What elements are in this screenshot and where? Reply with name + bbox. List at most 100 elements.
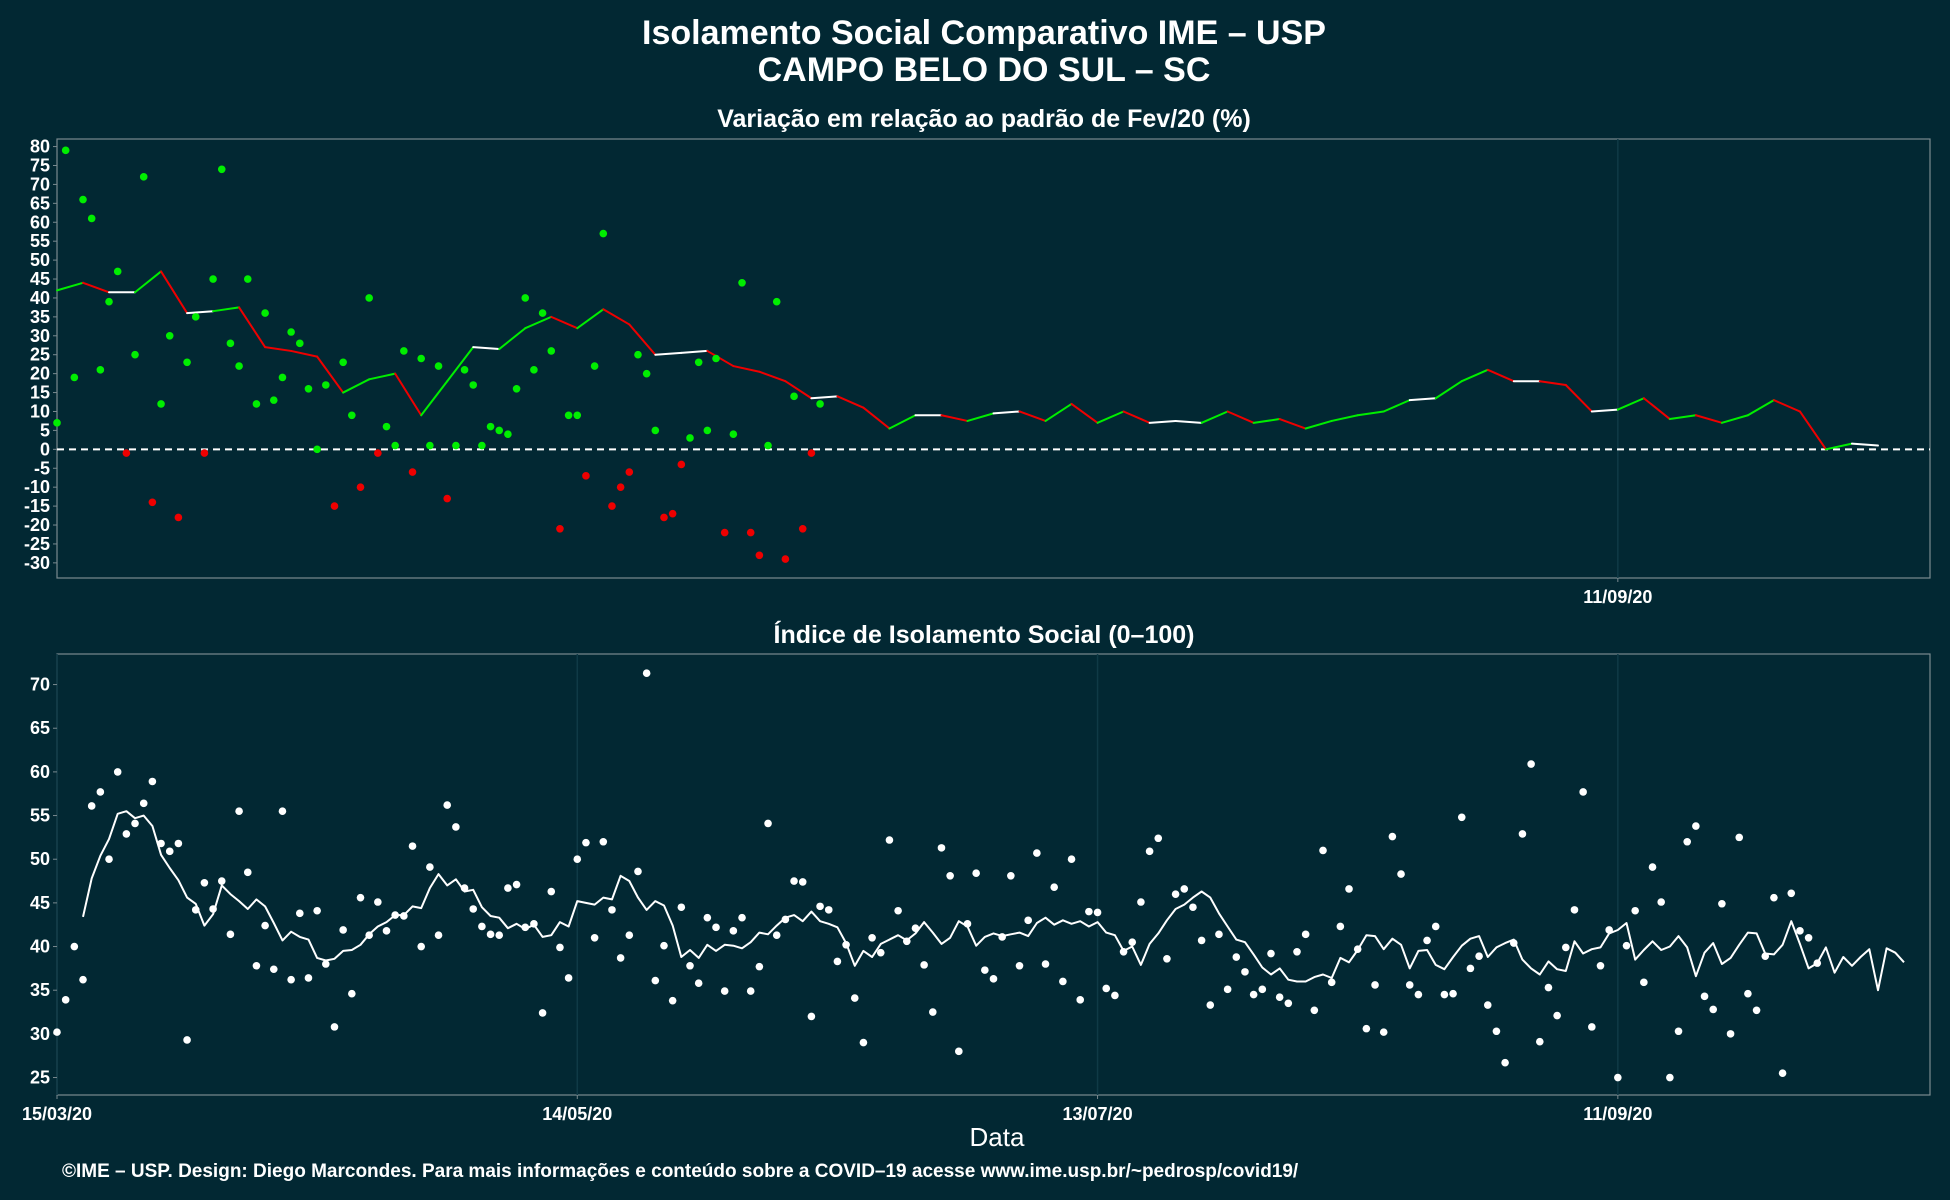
plot-area bbox=[56, 653, 1931, 1096]
rolling-mean-segment bbox=[1824, 442, 1853, 451]
rolling-mean-segment bbox=[940, 414, 969, 422]
data-point bbox=[1770, 893, 1778, 902]
rolling-mean-segment bbox=[264, 346, 293, 352]
y-tick-label: 40 bbox=[30, 288, 50, 308]
data-point bbox=[599, 837, 608, 846]
data-point bbox=[278, 373, 287, 382]
data-point bbox=[365, 294, 373, 302]
data-point bbox=[460, 884, 469, 892]
data-point bbox=[634, 350, 642, 359]
data-point bbox=[443, 801, 452, 809]
data-point bbox=[764, 819, 772, 828]
data-point bbox=[452, 823, 460, 831]
data-point bbox=[217, 877, 226, 885]
data-point bbox=[417, 354, 425, 363]
data-point bbox=[642, 669, 651, 678]
data-point bbox=[478, 441, 486, 450]
data-point bbox=[304, 974, 313, 982]
data-point bbox=[859, 1038, 868, 1047]
rolling-mean-segment bbox=[1538, 380, 1567, 386]
rolling-mean-segment bbox=[1590, 408, 1619, 413]
data-point bbox=[651, 426, 660, 435]
rolling-mean-segment bbox=[732, 365, 761, 373]
data-point bbox=[1336, 922, 1345, 931]
data-point bbox=[1752, 1006, 1761, 1015]
data-point bbox=[746, 528, 755, 537]
data-point bbox=[729, 927, 738, 935]
y-tick-label: 10 bbox=[30, 401, 50, 421]
data-point bbox=[157, 839, 165, 848]
data-point bbox=[955, 1047, 963, 1056]
rolling-mean-segment bbox=[1018, 410, 1047, 422]
data-point bbox=[790, 877, 798, 885]
data-point bbox=[374, 449, 382, 457]
data-point bbox=[269, 965, 278, 974]
data-point bbox=[426, 441, 434, 450]
rolling-mean-segment bbox=[1252, 418, 1281, 424]
data-point bbox=[686, 434, 694, 442]
data-point bbox=[755, 551, 764, 560]
data-point bbox=[295, 339, 304, 348]
rolling-mean-segment bbox=[1122, 410, 1151, 424]
data-point bbox=[79, 975, 87, 984]
panel2-title: Índice de Isolamento Social (0–100) bbox=[774, 620, 1195, 649]
data-point bbox=[530, 366, 538, 374]
data-point bbox=[1137, 898, 1145, 906]
data-point bbox=[963, 920, 972, 928]
data-point bbox=[1033, 849, 1041, 857]
data-point bbox=[972, 869, 980, 877]
data-point bbox=[1249, 990, 1258, 999]
rolling-mean-segment bbox=[498, 327, 527, 351]
data-point bbox=[1596, 961, 1605, 970]
y-tick-label: -5 bbox=[34, 458, 50, 478]
data-point bbox=[1102, 984, 1111, 993]
data-point bbox=[1535, 1037, 1544, 1046]
y-tick-label: 35 bbox=[30, 307, 50, 327]
data-point bbox=[1319, 846, 1327, 855]
data-point bbox=[660, 941, 668, 950]
data-point bbox=[1067, 855, 1076, 864]
data-point bbox=[148, 498, 157, 507]
y-tick-label: 65 bbox=[30, 718, 50, 738]
data-point bbox=[1761, 952, 1770, 960]
data-point bbox=[1007, 872, 1015, 880]
data-point bbox=[235, 807, 243, 815]
data-point bbox=[573, 411, 582, 420]
data-point bbox=[157, 400, 165, 408]
data-point bbox=[1379, 1028, 1388, 1036]
data-point bbox=[1709, 1005, 1718, 1014]
data-point bbox=[1466, 964, 1475, 973]
data-point bbox=[287, 975, 295, 984]
data-point bbox=[1666, 1073, 1674, 1082]
rolling-mean-segment bbox=[212, 306, 241, 313]
data-point bbox=[1796, 927, 1804, 935]
data-point bbox=[781, 555, 790, 563]
data-point bbox=[1588, 1023, 1596, 1031]
rolling-mean-segment bbox=[446, 346, 475, 383]
data-point bbox=[608, 502, 616, 510]
rolling-mean-segment bbox=[524, 315, 553, 330]
data-point bbox=[772, 297, 781, 306]
data-point bbox=[1145, 847, 1154, 856]
rolling-mean-segment bbox=[1330, 414, 1359, 422]
data-point bbox=[504, 884, 512, 892]
data-point bbox=[226, 339, 235, 348]
rolling-mean-segment bbox=[472, 346, 501, 351]
data-point bbox=[929, 1008, 937, 1016]
data-point bbox=[1718, 899, 1726, 908]
data-point bbox=[1640, 978, 1648, 987]
rolling-mean-segment bbox=[1382, 399, 1411, 413]
data-point bbox=[252, 961, 261, 970]
rolling-mean-segment bbox=[1720, 414, 1749, 424]
data-point bbox=[1457, 813, 1466, 822]
y-tick-label: 5 bbox=[40, 420, 50, 440]
y-tick-label: 0 bbox=[40, 439, 50, 459]
data-point bbox=[1197, 936, 1206, 945]
data-point bbox=[538, 309, 547, 317]
plot-area bbox=[56, 138, 1931, 579]
data-point bbox=[348, 411, 356, 420]
data-point bbox=[1024, 916, 1032, 925]
data-point bbox=[174, 513, 183, 522]
rolling-mean-segment bbox=[160, 270, 189, 315]
data-point bbox=[1119, 947, 1128, 956]
